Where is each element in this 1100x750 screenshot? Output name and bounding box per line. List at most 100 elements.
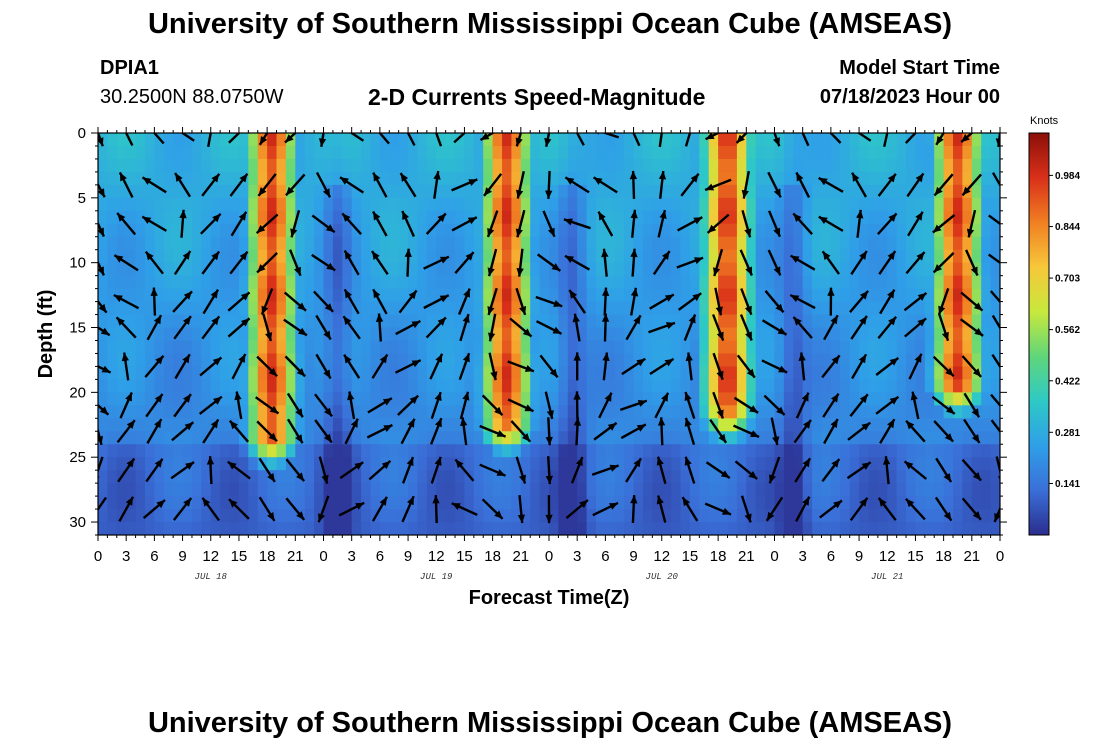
current-arrow	[818, 215, 844, 232]
current-arrow	[601, 313, 610, 342]
current-arrow	[338, 501, 365, 517]
current-arrow	[822, 392, 840, 418]
current-arrow	[658, 133, 663, 148]
current-arrow	[98, 133, 104, 147]
current-arrow	[965, 249, 979, 276]
current-arrow	[765, 496, 784, 522]
current-arrow	[98, 426, 103, 446]
current-arrow	[423, 255, 450, 270]
current-arrow	[180, 133, 195, 142]
current-arrow	[545, 417, 553, 446]
current-arrow	[433, 170, 441, 199]
current-arrow	[850, 250, 868, 275]
current-arrow	[400, 418, 416, 445]
current-arrow	[741, 170, 750, 199]
current-arrow	[961, 173, 982, 197]
current-arrow	[705, 461, 731, 479]
current-arrow	[479, 133, 496, 142]
current-arrow	[602, 352, 610, 381]
current-arrow	[429, 417, 443, 445]
current-arrow	[563, 218, 591, 230]
current-arrow	[903, 460, 928, 480]
current-arrow	[98, 259, 105, 276]
current-arrow	[124, 133, 134, 147]
y-tick-label: 30	[69, 514, 86, 531]
current-arrow	[568, 289, 586, 314]
current-arrow	[598, 392, 613, 419]
current-arrow	[932, 355, 955, 378]
current-arrow	[341, 212, 362, 236]
current-arrow	[311, 214, 336, 234]
x-tick-label: 6	[827, 548, 835, 565]
current-arrow	[430, 456, 442, 484]
current-arrow	[648, 321, 676, 334]
current-arrow	[317, 495, 330, 523]
current-arrow	[649, 357, 675, 376]
current-arrow	[286, 392, 304, 418]
current-arrow	[118, 496, 135, 522]
x-tick-label: 21	[287, 548, 304, 565]
current-arrow	[709, 419, 728, 444]
x-tick-label: 15	[231, 548, 248, 565]
current-arrow	[144, 250, 164, 275]
current-arrow	[712, 391, 725, 419]
current-arrow	[932, 213, 956, 234]
current-arrow	[821, 354, 841, 379]
current-arrow	[937, 288, 950, 316]
current-arrow	[706, 213, 730, 234]
current-arrow	[856, 209, 864, 238]
current-arrow	[206, 456, 215, 485]
x-tick-label: 12	[428, 548, 445, 565]
model-start-date: 07/18/2023 Hour 00	[819, 86, 1000, 108]
current-arrow	[228, 133, 241, 144]
station-id: DPIA1	[100, 57, 159, 79]
current-arrow	[481, 394, 504, 417]
current-arrow	[284, 133, 298, 144]
current-arrow	[173, 393, 192, 418]
current-arrow	[172, 497, 193, 521]
current-arrow	[544, 391, 554, 420]
current-arrow	[401, 210, 415, 237]
current-arrow	[933, 173, 954, 197]
current-arrow	[229, 250, 249, 275]
current-arrow	[258, 133, 269, 146]
current-arrow	[712, 352, 724, 381]
current-arrow	[199, 356, 223, 377]
current-arrow	[545, 456, 553, 485]
x-tick-label: 15	[456, 548, 473, 565]
current-arrow	[142, 499, 166, 520]
current-arrow	[173, 250, 192, 276]
current-arrow	[146, 418, 163, 444]
colorbar: Knots 0.141 0.281 0.422 0.562 0.703 0.844 0.98…	[1028, 115, 1080, 536]
current-arrow	[602, 287, 610, 316]
x-tick-label: 9	[178, 548, 186, 565]
current-vector-arrows	[98, 133, 1000, 524]
footer-title: University of Southern Mississippi Ocean…	[147, 707, 953, 739]
current-arrow	[487, 248, 498, 277]
current-arrow	[311, 253, 336, 272]
current-arrow	[789, 293, 816, 310]
y-tick-label: 15	[69, 320, 86, 337]
current-arrow	[401, 495, 415, 523]
current-arrow	[959, 318, 984, 337]
day-label: JUL 21	[871, 572, 903, 582]
colorbar-tick-label: 0.844	[1055, 222, 1080, 233]
current-arrow	[343, 249, 360, 276]
x-tick-label: 0	[94, 548, 102, 565]
current-arrow	[318, 133, 327, 147]
current-arrow	[314, 393, 333, 418]
current-arrow	[654, 392, 670, 419]
current-arrow	[118, 171, 134, 198]
current-arrow	[116, 419, 136, 444]
current-arrow	[228, 419, 250, 443]
current-arrow	[98, 496, 107, 512]
x-tick-label: 15	[907, 548, 924, 565]
current-arrow	[227, 460, 251, 480]
current-arrow	[649, 293, 675, 310]
x-tick-label: 21	[512, 548, 529, 565]
current-arrow	[117, 457, 136, 483]
current-arrow	[141, 176, 167, 194]
current-arrow	[761, 359, 788, 374]
current-arrow	[630, 287, 639, 316]
current-arrow	[179, 209, 187, 238]
